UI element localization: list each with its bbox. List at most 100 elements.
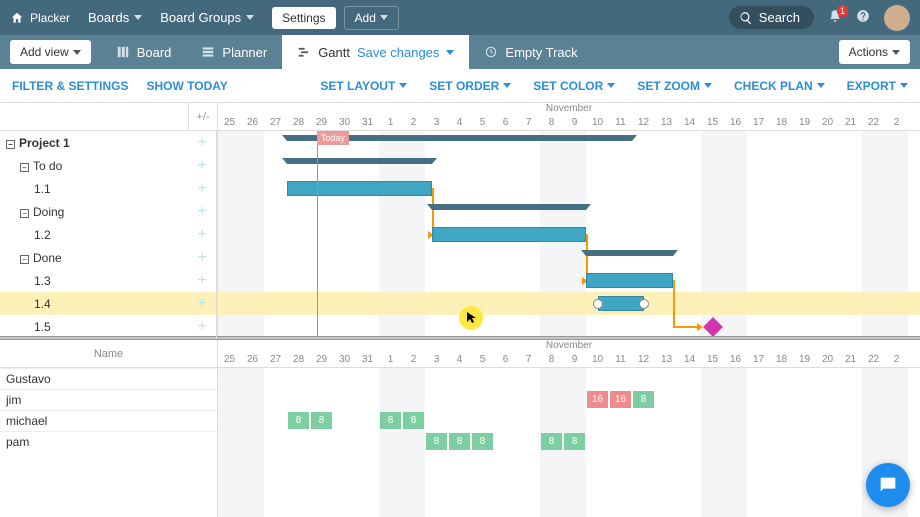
nav-board-groups[interactable]: Board Groups xyxy=(160,10,254,25)
expand-icon[interactable]: − xyxy=(20,163,29,172)
date-cell: 30 xyxy=(333,117,356,130)
gantt-toolbar: FILTER & SETTINGS SHOW TODAY SET LAYOUT … xyxy=(0,69,920,103)
workload-cell: 8 xyxy=(541,433,562,450)
expand-icon[interactable]: − xyxy=(6,140,15,149)
date-cell: 30 xyxy=(333,354,356,367)
add-task-button[interactable]: + xyxy=(188,180,216,198)
date-cell: 26 xyxy=(241,354,264,367)
resize-handle[interactable] xyxy=(639,299,649,309)
user-avatar[interactable] xyxy=(884,5,910,31)
date-cell: 17 xyxy=(747,354,770,367)
date-cell: 19 xyxy=(793,117,816,130)
date-cell: 3 xyxy=(425,117,448,130)
date-cell: 29 xyxy=(310,354,333,367)
resource-row[interactable]: pam xyxy=(0,431,217,452)
date-cell: 12 xyxy=(632,117,655,130)
date-cell: 14 xyxy=(678,354,701,367)
task-bar[interactable] xyxy=(598,296,644,311)
date-cell: 29 xyxy=(310,117,333,130)
set-layout-button[interactable]: SET LAYOUT xyxy=(320,79,407,93)
brand[interactable]: Placker xyxy=(10,11,70,25)
workload-cell: 8 xyxy=(380,412,401,429)
task-row[interactable]: 1.5+ xyxy=(0,315,217,338)
add-task-button[interactable]: + xyxy=(188,318,216,336)
add-task-button[interactable]: + xyxy=(188,272,216,290)
date-cell: 12 xyxy=(632,354,655,367)
date-cell: 27 xyxy=(264,354,287,367)
month-label: November xyxy=(218,103,920,117)
workload-cell: 8 xyxy=(403,412,424,429)
notifications-button[interactable]: 1 xyxy=(828,9,842,26)
add-task-button[interactable]: + xyxy=(188,203,216,221)
check-plan-button[interactable]: CHECK PLAN xyxy=(734,79,825,93)
search-input[interactable]: Search xyxy=(729,6,814,29)
set-color-button[interactable]: SET COLOR xyxy=(533,79,615,93)
actions-button[interactable]: Actions xyxy=(839,40,910,64)
chat-icon xyxy=(877,474,899,496)
help-button[interactable] xyxy=(856,9,870,26)
tab-board[interactable]: Board xyxy=(101,35,187,69)
add-task-button[interactable]: + xyxy=(188,157,216,175)
task-bar[interactable] xyxy=(287,181,432,196)
task-row[interactable]: −To do+ xyxy=(0,154,217,177)
add-task-button[interactable]: + xyxy=(188,249,216,267)
resource-chart[interactable]: November 2526272829303112345678910111213… xyxy=(218,340,920,517)
tab-planner[interactable]: Planner xyxy=(186,35,282,69)
export-button[interactable]: EXPORT xyxy=(847,79,908,93)
task-row[interactable]: −Doing+ xyxy=(0,200,217,223)
tab-gantt[interactable]: Gantt Save changes xyxy=(282,35,469,69)
date-cell: 11 xyxy=(609,117,632,130)
date-cell: 5 xyxy=(471,117,494,130)
gantt-icon xyxy=(297,45,311,59)
summary-bar[interactable] xyxy=(287,158,432,164)
task-row[interactable]: 1.1+ xyxy=(0,177,217,200)
add-task-button[interactable]: + xyxy=(188,226,216,244)
set-order-button[interactable]: SET ORDER xyxy=(429,79,511,93)
board-icon xyxy=(116,45,130,59)
set-zoom-button[interactable]: SET ZOOM xyxy=(637,79,712,93)
date-cell: 6 xyxy=(494,117,517,130)
tab-empty-track[interactable]: Empty Track xyxy=(469,35,592,69)
add-column-button[interactable]: +/- xyxy=(189,103,217,130)
resource-row[interactable]: jim xyxy=(0,389,217,410)
task-row[interactable]: 1.2+ xyxy=(0,223,217,246)
expand-icon[interactable]: − xyxy=(20,255,29,264)
add-button[interactable]: Add xyxy=(344,6,399,30)
filter-settings-button[interactable]: FILTER & SETTINGS xyxy=(12,79,128,93)
resize-handle[interactable] xyxy=(593,299,603,309)
nav-boards[interactable]: Boards xyxy=(88,10,142,25)
date-cell: 27 xyxy=(264,117,287,130)
milestone[interactable] xyxy=(703,317,723,336)
task-row[interactable]: −Project 1+ xyxy=(0,131,217,154)
date-cell: 15 xyxy=(701,354,724,367)
task-bar[interactable] xyxy=(432,227,586,242)
gantt-chart[interactable]: November 2526272829303112345678910111213… xyxy=(218,103,920,336)
add-view-button[interactable]: Add view xyxy=(10,40,91,64)
task-row[interactable]: 1.3+ xyxy=(0,269,217,292)
name-header: Name xyxy=(0,340,217,368)
gantt-task-list: +/- −Project 1+−To do+1.1+−Doing+1.2+−Do… xyxy=(0,103,218,336)
date-cell: 6 xyxy=(494,354,517,367)
date-cell: 22 xyxy=(862,354,885,367)
date-cell: 13 xyxy=(655,117,678,130)
task-bar[interactable] xyxy=(586,273,673,288)
add-task-button[interactable]: + xyxy=(188,134,216,152)
task-row[interactable]: −Done+ xyxy=(0,246,217,269)
date-cell: 28 xyxy=(287,117,310,130)
resource-row[interactable]: michael xyxy=(0,410,217,431)
summary-bar[interactable] xyxy=(586,250,673,256)
summary-bar[interactable] xyxy=(432,204,586,210)
brand-label: Placker xyxy=(30,11,70,25)
task-row[interactable]: 1.4+ xyxy=(0,292,217,315)
date-cell: 25 xyxy=(218,117,241,130)
expand-icon[interactable]: − xyxy=(20,209,29,218)
date-cell: 3 xyxy=(425,354,448,367)
add-task-button[interactable]: + xyxy=(188,295,216,313)
resource-row[interactable]: Gustavo xyxy=(0,368,217,389)
workload-cell: 8 xyxy=(633,391,654,408)
chat-button[interactable] xyxy=(866,463,910,507)
workload-cell: 8 xyxy=(472,433,493,450)
save-changes-link[interactable]: Save changes xyxy=(357,45,439,60)
show-today-button[interactable]: SHOW TODAY xyxy=(146,79,227,93)
settings-button[interactable]: Settings xyxy=(272,7,335,29)
